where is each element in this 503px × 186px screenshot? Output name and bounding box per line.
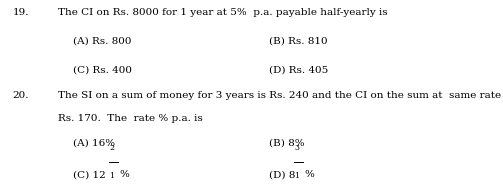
Text: (D) 8: (D) 8 [269,170,295,179]
Text: (D) Rs. 405: (D) Rs. 405 [269,66,328,75]
Text: 19.: 19. [13,8,29,17]
Text: The CI on Rs. 8000 for 1 year at 5%  p.a. payable half-yearly is: The CI on Rs. 8000 for 1 year at 5% p.a.… [58,8,387,17]
Text: %: % [119,170,129,179]
Text: (B) Rs. 810: (B) Rs. 810 [269,36,328,45]
Text: (C) Rs. 400: (C) Rs. 400 [73,66,132,75]
Text: 1: 1 [109,172,114,180]
Text: (B) 8%: (B) 8% [269,139,305,147]
Text: 1: 1 [294,172,299,180]
Text: Rs. 170.  The  rate % p.a. is: Rs. 170. The rate % p.a. is [58,114,203,123]
Text: (A) 16%: (A) 16% [73,139,115,147]
Text: The SI on a sum of money for 3 years is Rs. 240 and the CI on the sum at  same r: The SI on a sum of money for 3 years is … [58,91,503,100]
Text: 2: 2 [109,144,114,152]
Text: 3: 3 [294,144,299,152]
Text: (A) Rs. 800: (A) Rs. 800 [73,36,131,45]
Text: 20.: 20. [13,91,29,100]
Text: %: % [304,170,314,179]
Text: (C) 12: (C) 12 [73,170,106,179]
